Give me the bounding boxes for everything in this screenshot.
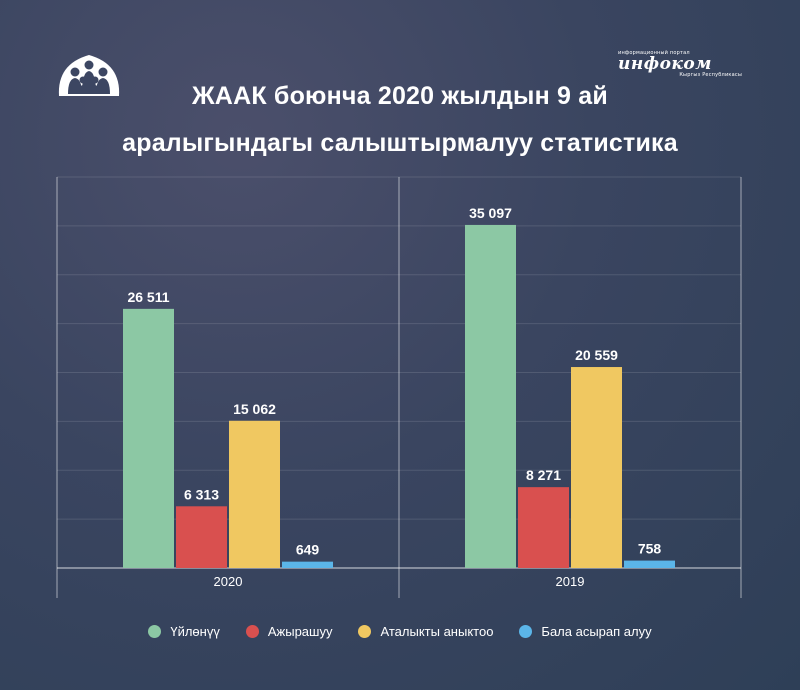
chart-title-line1: ЖААК боюнча 2020 жылдын 9 ай	[192, 82, 608, 110]
family-logo-icon	[55, 50, 123, 102]
legend-item: Аталыкты аныктоо	[358, 624, 493, 639]
bar	[465, 224, 516, 568]
legend-label: Бала асырап алуу	[541, 624, 652, 639]
bar	[518, 487, 569, 568]
data-label: 26 511	[127, 289, 169, 305]
data-label: 6 313	[184, 486, 219, 502]
brand-subline: Кыргыз Республикасы	[679, 72, 742, 78]
chart-legend: Үйлөнүү Ажырашуу Аталыкты аныктоо Бала асыр…	[0, 624, 800, 639]
legend-swatch	[148, 625, 162, 638]
legend-label: Үйлөнүү	[170, 624, 220, 639]
data-label: 758	[638, 541, 662, 557]
data-label: 15 062	[233, 401, 276, 417]
bar	[176, 506, 227, 568]
infokom-logo: информационный портал инфоком Кыргыз Рес…	[618, 50, 742, 82]
brand-tagline: информационный портал	[618, 50, 690, 56]
data-label: 35 097	[469, 205, 512, 221]
brand-name: инфоком	[618, 54, 712, 74]
legend-label: Ажырашуу	[267, 624, 333, 639]
data-label: 8 271	[526, 467, 561, 483]
legend-label: Аталыкты аныктоо	[380, 624, 494, 639]
legend-swatch	[245, 625, 259, 638]
legend-item: Бала асырап алуу	[519, 624, 652, 639]
data-label: 649	[296, 542, 320, 558]
bar	[229, 420, 280, 568]
chart-title-line2: аралыгындагы салыштырмалуу статистика	[122, 129, 678, 157]
x-tick-label: 2019	[556, 574, 585, 589]
legend-item: Үйлөнүү	[148, 624, 220, 639]
bar	[624, 560, 675, 568]
bar	[571, 367, 622, 568]
data-label: 20 559	[575, 347, 618, 363]
x-tick-label: 2020	[214, 574, 243, 589]
legend-item: Ажырашуу	[245, 624, 333, 639]
legend-swatch	[519, 625, 533, 638]
bar	[123, 308, 174, 568]
bar	[282, 561, 333, 568]
bar-chart: 26 511 6 313 15 062 649 2020 35 097 8 271 20 55…	[123, 205, 675, 589]
legend-swatch	[358, 625, 372, 638]
